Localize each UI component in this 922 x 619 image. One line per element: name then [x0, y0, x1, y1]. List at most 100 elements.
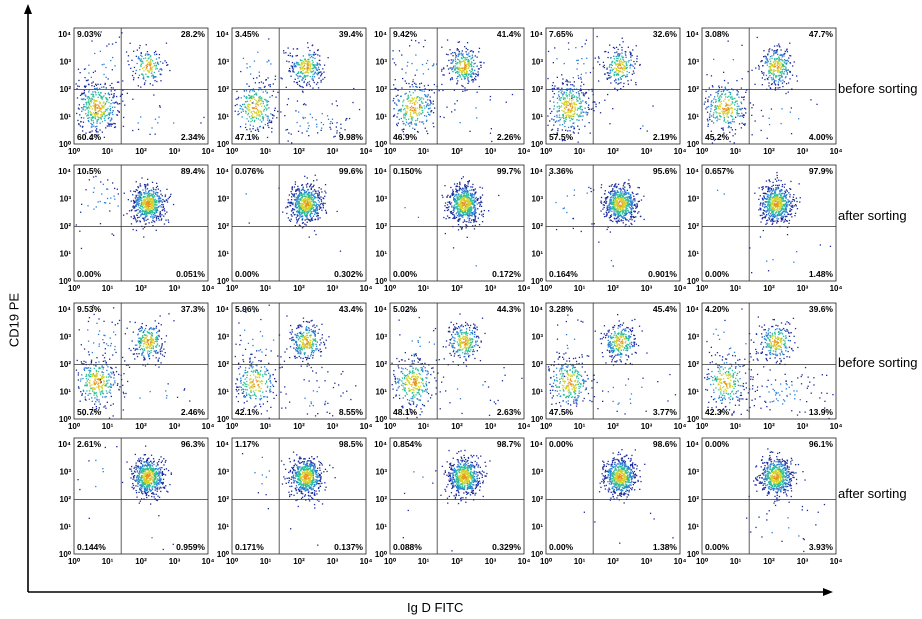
event-dot [573, 113, 575, 115]
event-dot [96, 134, 98, 136]
event-dot [572, 94, 574, 96]
event-dot [740, 87, 742, 89]
event-dot [772, 66, 774, 68]
event-dot [455, 62, 457, 65]
event-dot [465, 199, 467, 201]
event-dot [289, 67, 291, 70]
event-dot [472, 203, 474, 205]
event-dot [247, 112, 250, 114]
event-dot [286, 104, 288, 106]
event-dot [159, 216, 162, 218]
event-dot [143, 210, 145, 212]
event-dot [304, 78, 307, 80]
event-dot [479, 202, 481, 204]
event-dot [462, 53, 464, 55]
event-dot [295, 66, 297, 68]
event-dot [609, 123, 611, 125]
y-tick-label: 10⁰ [687, 140, 700, 149]
event-dots [75, 31, 205, 140]
event-dot [711, 85, 714, 87]
event-dot [307, 122, 309, 124]
event-dot [301, 200, 303, 202]
event-dot [289, 205, 292, 207]
event-dot [101, 115, 103, 117]
event-dot [726, 115, 728, 117]
event-dot [577, 107, 579, 109]
event-dot [783, 81, 785, 83]
event-dot [404, 113, 406, 116]
event-dot [633, 67, 636, 69]
event-dot [427, 111, 429, 113]
event-dot [451, 193, 453, 195]
event-dot [469, 210, 472, 212]
event-dot [464, 185, 466, 187]
event-dot [576, 96, 578, 98]
event-dot [560, 99, 562, 101]
event-dot [790, 55, 792, 57]
event-dot [152, 205, 154, 207]
event-dot [157, 206, 160, 208]
event-dot [569, 110, 571, 112]
event-dot [572, 77, 574, 79]
event-dot [266, 136, 269, 139]
event-dot [144, 189, 147, 191]
event-dot [298, 80, 301, 82]
event-dot [468, 215, 470, 218]
event-dot [473, 194, 475, 196]
event-dot [79, 94, 82, 96]
event-dot [150, 195, 152, 197]
event-dot [562, 114, 565, 116]
event-dot [283, 50, 285, 52]
event-dot [251, 116, 253, 118]
event-dot [91, 93, 94, 95]
event-dot [704, 101, 706, 103]
event-dot [415, 98, 418, 100]
event-dot [780, 122, 782, 125]
event-dot [301, 202, 304, 205]
x-tick-label: 10³ [485, 147, 497, 156]
event-dot [721, 112, 724, 114]
event-dot [552, 82, 554, 84]
event-dot [464, 214, 466, 216]
event-dot [462, 176, 464, 178]
y-tick-label: 10⁴ [216, 167, 229, 176]
event-dot [416, 113, 418, 115]
event-dot [415, 123, 417, 125]
event-dot [473, 207, 475, 209]
event-dot [611, 69, 613, 71]
event-dot [306, 221, 308, 223]
event-dot [155, 200, 157, 202]
event-dot [454, 51, 456, 54]
event-dot [456, 190, 459, 192]
event-dot [331, 122, 334, 124]
event-dot [719, 105, 721, 108]
event-dot [134, 205, 137, 207]
event-dot [570, 84, 572, 86]
event-dot [615, 78, 617, 80]
event-dot [741, 112, 743, 114]
event-dot [727, 104, 729, 106]
event-dot [785, 69, 787, 71]
event-dot [469, 50, 472, 52]
event-dot [255, 103, 257, 105]
event-dot [292, 211, 294, 214]
event-dot [478, 85, 480, 88]
event-dot [616, 63, 618, 65]
event-dot [769, 71, 771, 73]
event-dot [467, 54, 469, 56]
event-dot [318, 191, 320, 194]
event-dot [154, 215, 157, 217]
event-dot [396, 124, 398, 127]
y-tick-label: 10² [375, 85, 387, 94]
event-dot [314, 213, 316, 215]
event-dot [469, 69, 471, 72]
event-dot [453, 183, 456, 185]
event-dot [146, 193, 148, 195]
event-dot [308, 207, 311, 210]
event-dot [480, 200, 482, 202]
event-dot [454, 201, 456, 203]
event-dot [140, 116, 142, 118]
event-dot [294, 183, 296, 185]
y-tick-label: 10⁰ [59, 140, 72, 149]
